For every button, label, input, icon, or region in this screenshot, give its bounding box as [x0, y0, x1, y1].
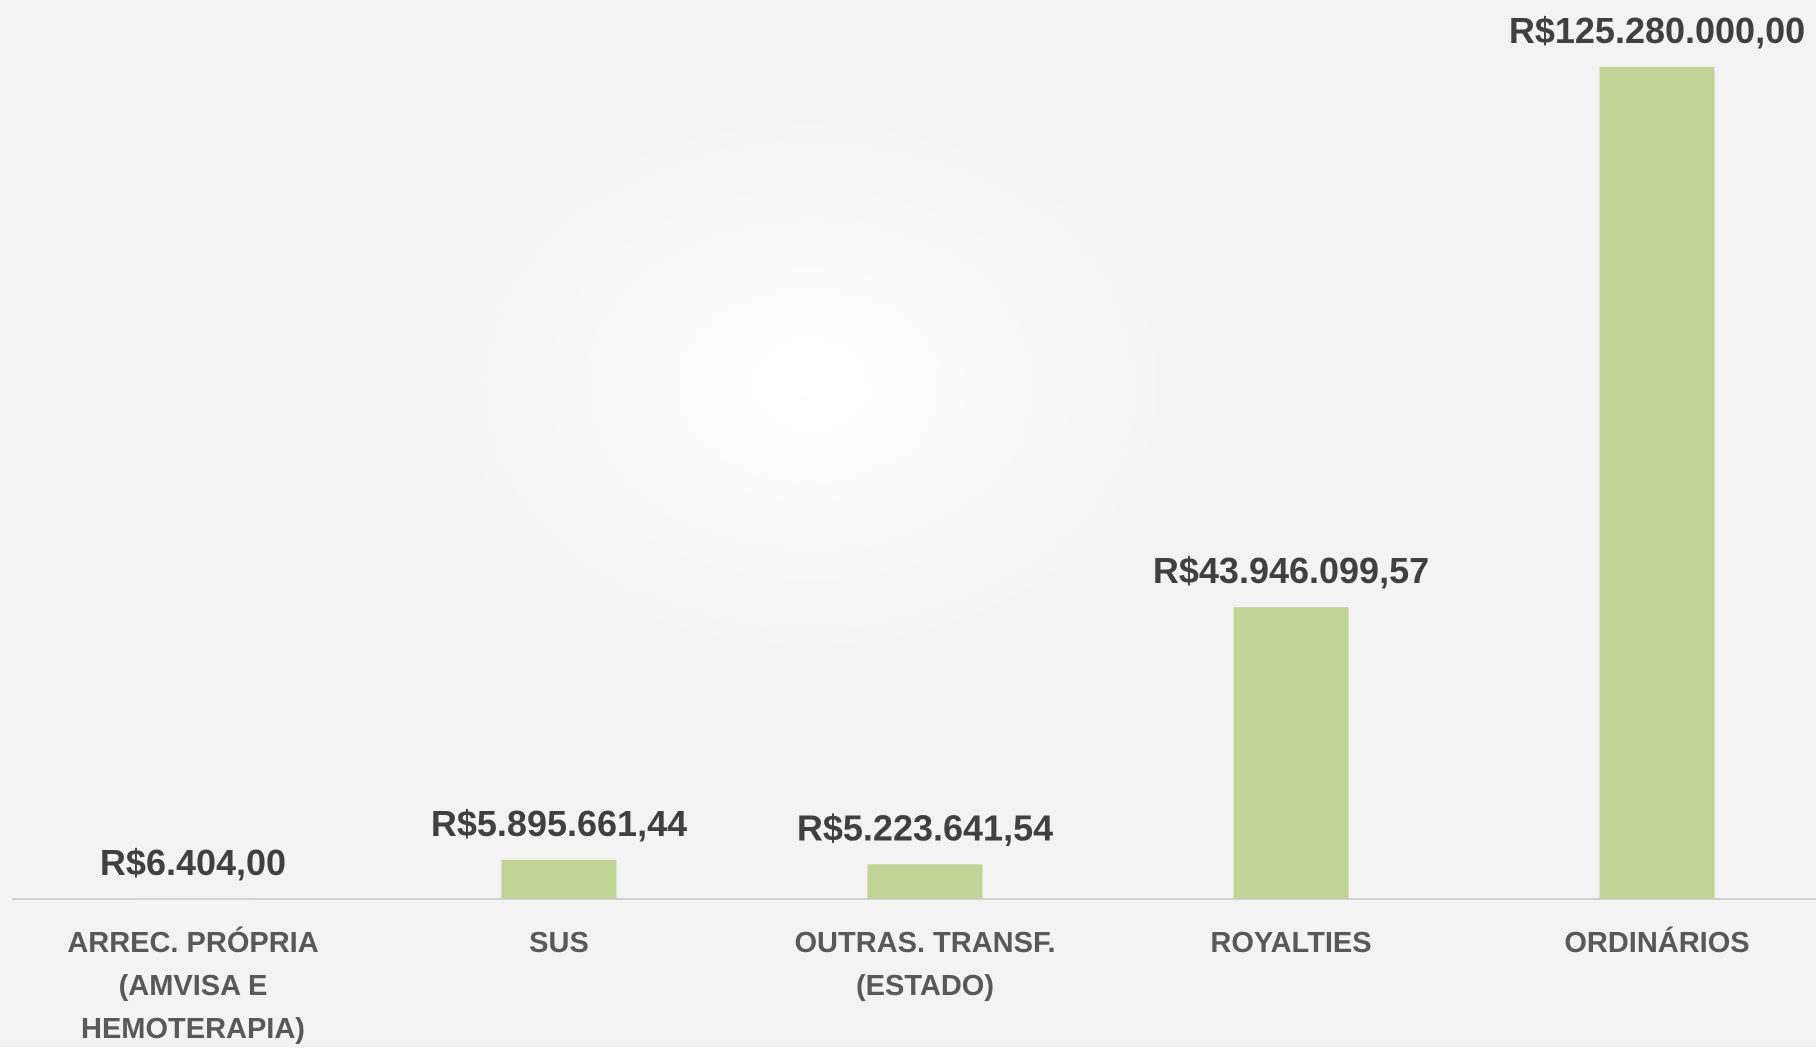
bar: [868, 864, 983, 899]
value-label: R$43.946.099,57: [1153, 550, 1429, 591]
category-label: OUTRAS. TRANSF. (ESTADO): [760, 922, 1090, 1008]
category-label: SUS: [394, 922, 724, 965]
category-label: ARREC. PRÓPRIA (AMVISA E HEMOTERAPIA): [28, 922, 358, 1051]
value-label: R$6.404,00: [100, 842, 286, 883]
bar: [1600, 67, 1715, 899]
bar: [1234, 607, 1349, 899]
value-label: R$5.223.641,54: [797, 807, 1053, 848]
value-label: R$125.280.000,00: [1509, 10, 1805, 51]
bar: [502, 860, 617, 899]
category-label: ROYALTIES: [1126, 922, 1456, 965]
category-label: ORDINÁRIOS: [1492, 922, 1816, 965]
value-label: R$5.895.661,44: [431, 803, 687, 844]
